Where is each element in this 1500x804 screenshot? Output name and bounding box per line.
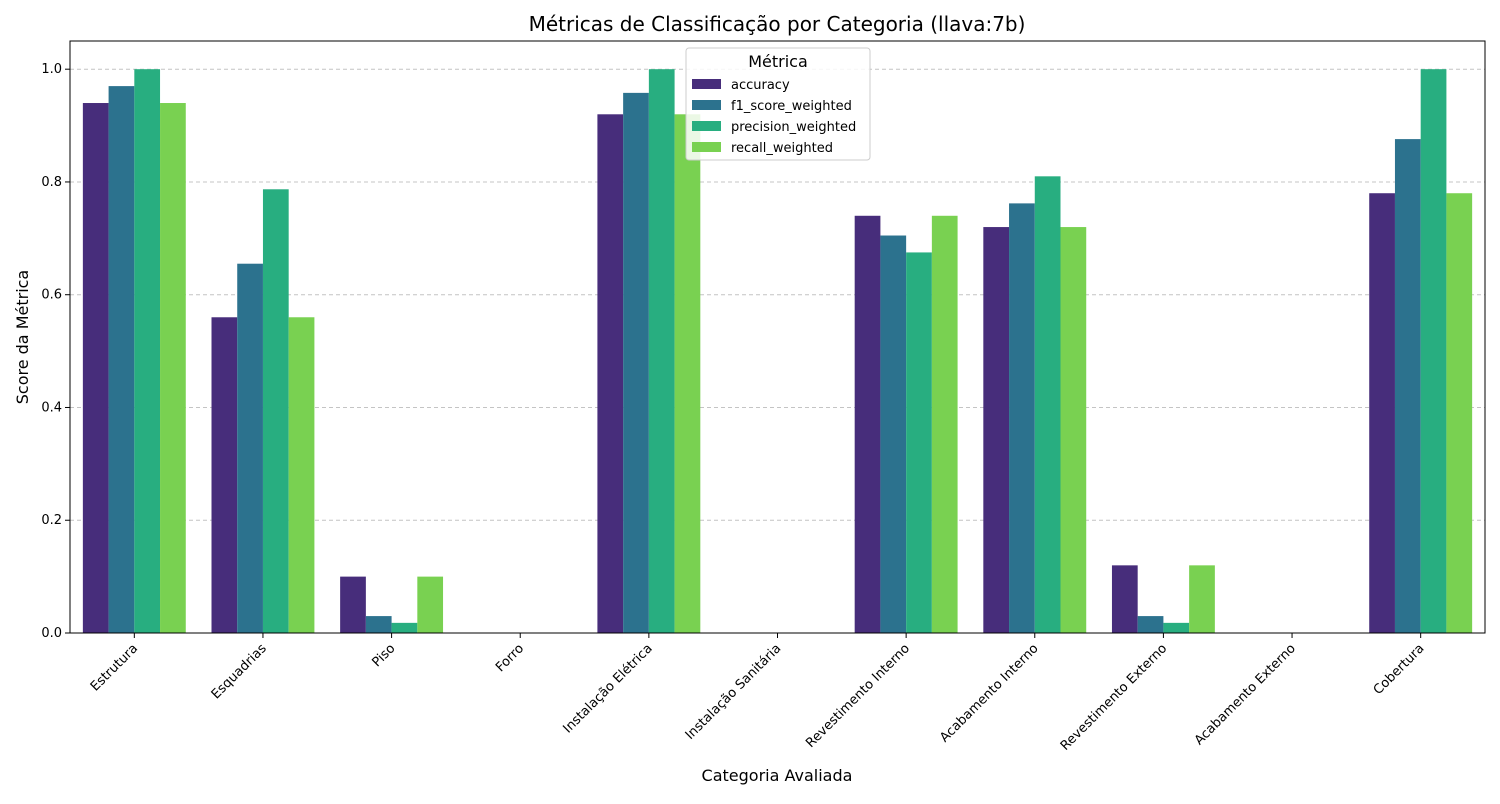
bar (854, 215, 881, 633)
legend-label: recall_weighted (731, 141, 833, 156)
legend-swatch (692, 121, 721, 131)
bar (1446, 193, 1473, 633)
bar (211, 317, 238, 633)
bar (1420, 69, 1447, 633)
bar (1111, 565, 1138, 633)
bar (262, 189, 289, 633)
bar (1034, 176, 1061, 634)
y-axis-label: Score da Métrica (13, 270, 32, 405)
x-tick-label: Instalação Elétrica (560, 641, 655, 736)
bar (880, 235, 907, 633)
bar (237, 263, 263, 633)
bar (1137, 616, 1164, 633)
bar (648, 69, 675, 633)
y-axis-ticks: 0.0 0.2 0.4 0.6 0.8 1.0 (41, 62, 70, 641)
x-tick-label: Revestimento Interno (803, 641, 913, 751)
bar (82, 103, 109, 634)
y-tick-label: 1.0 (41, 62, 62, 77)
y-tick-label: 0.8 (41, 175, 62, 190)
x-tick-label: Esquadrias (209, 641, 270, 702)
y-tick-label: 0.6 (41, 288, 62, 303)
bar (160, 103, 186, 634)
x-tick-label: Piso (369, 641, 398, 670)
bar (931, 215, 958, 633)
bar (623, 92, 649, 633)
x-tick-label: Forro (493, 641, 527, 675)
legend-box (685, 47, 871, 161)
bar (340, 576, 366, 633)
bar (134, 69, 161, 633)
y-tick-label: 0.2 (41, 513, 62, 528)
x-tick-label: Revestimento Externo (1058, 641, 1170, 753)
x-tick-label: Estrutura (88, 641, 141, 694)
bar (1009, 203, 1035, 633)
chart-title: Métricas de Classificação por Categoria … (529, 12, 1026, 36)
bar (391, 622, 418, 633)
x-tick-label: Acabamento Externo (1192, 641, 1299, 748)
bar (1394, 139, 1421, 634)
bar (1060, 227, 1087, 634)
legend-swatch (692, 79, 721, 89)
bar (983, 227, 1010, 634)
y-tick-label: 0.0 (41, 626, 62, 641)
bar (288, 317, 315, 633)
bar (597, 114, 624, 634)
x-axis-label: Categoria Avaliada (702, 766, 853, 785)
x-tick-label: Instalação Sanitária (683, 641, 785, 743)
legend-swatch (692, 142, 721, 152)
y-tick-label: 0.4 (41, 400, 62, 415)
bar (417, 576, 444, 633)
bar (906, 252, 932, 633)
legend-items: accuracy f1_score_weighted precision_weigh… (692, 78, 856, 156)
bars (82, 69, 1473, 634)
legend-label: f1_score_weighted (731, 99, 852, 114)
x-axis-ticks: Estrutura Esquadrias Piso Forro Instalação E… (88, 633, 1428, 754)
bar (1163, 622, 1190, 633)
bar (365, 616, 392, 633)
legend-swatch (692, 100, 721, 110)
legend-label: precision_weighted (731, 120, 856, 135)
x-tick-label: Cobertura (1371, 641, 1428, 698)
bar (1189, 565, 1215, 633)
grid-lines (70, 68, 1485, 521)
legend-title: Métrica (748, 52, 808, 71)
bar (108, 86, 135, 634)
legend: Métrica accuracy f1_score_weightedprecisi… (685, 47, 871, 161)
bar (1369, 193, 1395, 633)
x-tick-label: Acabamento Interno (937, 641, 1041, 745)
bar (674, 114, 701, 634)
legend-label: accuracy (731, 78, 790, 93)
